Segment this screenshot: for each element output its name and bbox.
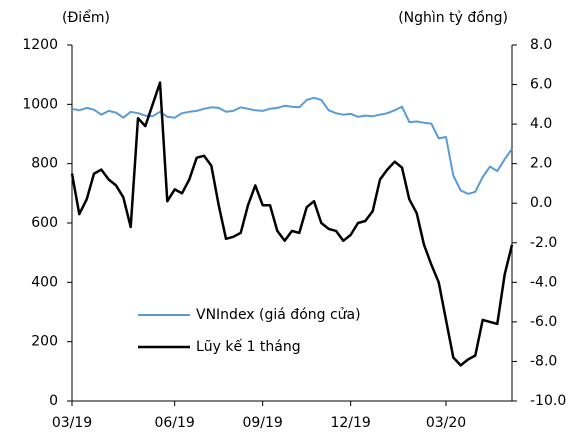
y2-tick-label: 4.0 <box>530 116 552 132</box>
y-tick-label: 600 <box>31 215 58 231</box>
y2-tick-label: -2.0 <box>530 235 557 251</box>
y2-tick-label: -8.0 <box>530 353 557 369</box>
y2-tick-label: 8.0 <box>530 37 552 53</box>
x-tick-label: 03/20 <box>426 415 466 431</box>
series-line <box>71 96 513 195</box>
legend-label: Lũy kế 1 tháng <box>196 338 301 355</box>
y-tick-label: 800 <box>31 156 58 172</box>
y2-axis-label: (Nghìn tỷ đồng) <box>398 9 508 26</box>
x-tick-label: 09/19 <box>242 415 282 431</box>
y2-tick-label: 6.0 <box>530 77 552 93</box>
y-tick-label: 1200 <box>22 37 58 53</box>
y-tick-label: 1000 <box>22 96 58 112</box>
y2-tick-label: 2.0 <box>530 156 552 172</box>
series-line <box>70 81 514 367</box>
y-tick-label: 400 <box>31 274 58 290</box>
y2-tick-label: 0.0 <box>530 195 552 211</box>
x-tick-label: 03/19 <box>52 415 92 431</box>
x-tick-label: 06/19 <box>154 415 194 431</box>
y-axis-label: (Điểm) <box>62 9 110 26</box>
legend-label: VNIndex (giá đóng cửa) <box>196 307 361 323</box>
y-tick-label: 0 <box>49 393 58 409</box>
x-tick-label: 12/19 <box>330 415 370 431</box>
y2-tick-label: -6.0 <box>530 314 557 330</box>
y2-tick-label: -10.0 <box>530 393 566 409</box>
y-tick-label: 200 <box>31 334 58 350</box>
y2-tick-label: -4.0 <box>530 274 557 290</box>
